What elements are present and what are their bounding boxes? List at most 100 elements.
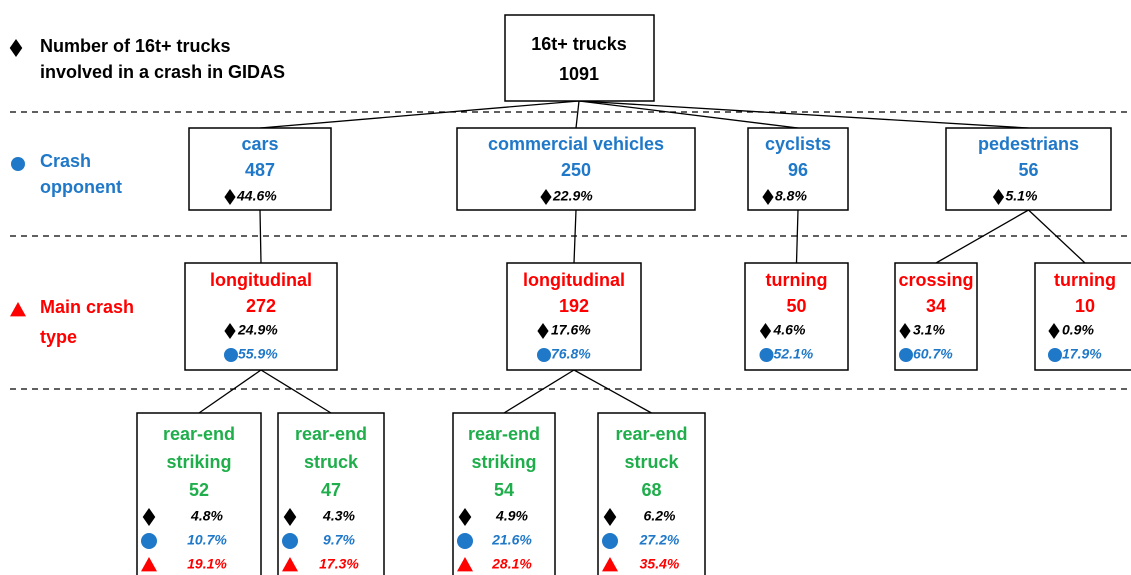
- node-box: [277, 412, 385, 575]
- circle-icon: [282, 533, 298, 549]
- diamond-icon: [899, 323, 911, 339]
- node-box: [188, 127, 332, 211]
- connector: [573, 209, 577, 264]
- label: rear-end: [468, 424, 540, 444]
- diamond-icon: [1048, 323, 1060, 339]
- connector: [260, 369, 332, 414]
- label: 52: [189, 480, 209, 500]
- label: 68: [641, 480, 661, 500]
- label: 47: [321, 480, 341, 500]
- connector: [259, 100, 580, 129]
- label: 19.1%: [187, 556, 227, 572]
- node-box: [184, 262, 338, 371]
- triangle-icon: [10, 302, 26, 317]
- label: 28.1%: [491, 556, 532, 572]
- label: opponent: [40, 177, 122, 197]
- label: cars: [241, 134, 278, 154]
- label: 54: [494, 480, 514, 500]
- label: longitudinal: [210, 270, 312, 290]
- label: 24.9%: [237, 322, 278, 338]
- connector: [795, 209, 799, 264]
- triangle-icon: [457, 557, 473, 572]
- label: striking: [471, 452, 536, 472]
- label: 17.6%: [551, 322, 591, 338]
- label: 76.8%: [551, 346, 591, 362]
- label: involved in a crash in GIDAS: [40, 62, 285, 82]
- label: 5.1%: [1006, 188, 1038, 204]
- label: 52.1%: [774, 346, 814, 362]
- circle-icon: [899, 348, 913, 362]
- label: Number of 16t+ trucks: [40, 36, 231, 56]
- connector: [503, 369, 575, 414]
- diamond-icon: [540, 189, 552, 205]
- label: commercial vehicles: [488, 134, 664, 154]
- connector: [578, 100, 799, 129]
- node-box: [504, 14, 655, 102]
- label: 9.7%: [323, 532, 355, 548]
- label: 4.8%: [190, 508, 223, 524]
- circle-icon: [457, 533, 473, 549]
- connector: [259, 209, 262, 264]
- label: 50: [786, 296, 806, 316]
- node-box: [597, 412, 706, 575]
- label: 22.9%: [552, 188, 593, 204]
- circle-icon: [11, 157, 25, 171]
- label: crossing: [898, 270, 973, 290]
- label: 96: [788, 160, 808, 180]
- label: 6.2%: [644, 508, 676, 524]
- label: 56: [1018, 160, 1038, 180]
- label: rear-end: [615, 424, 687, 444]
- label: 4.9%: [495, 508, 528, 524]
- diamond-icon: [537, 323, 549, 339]
- label: pedestrians: [978, 134, 1079, 154]
- label: 0.9%: [1062, 322, 1094, 338]
- connector: [578, 100, 1029, 129]
- circle-icon: [537, 348, 551, 362]
- diamond-icon: [759, 323, 772, 339]
- label: struck: [304, 452, 359, 472]
- label: turning: [1054, 270, 1116, 290]
- diamond-icon: [142, 508, 156, 526]
- label: type: [40, 327, 77, 347]
- label: rear-end: [295, 424, 367, 444]
- label: 4.3%: [322, 508, 355, 524]
- label: striking: [166, 452, 231, 472]
- node-box: [136, 412, 262, 575]
- label: 35.4%: [640, 556, 680, 572]
- connector: [198, 369, 262, 414]
- diamond-icon: [9, 39, 23, 57]
- connector: [575, 100, 580, 129]
- label: 44.6%: [236, 188, 277, 204]
- label: 27.2%: [639, 532, 680, 548]
- circle-icon: [1048, 348, 1062, 362]
- triangle-icon: [282, 557, 298, 572]
- label: cyclists: [765, 134, 831, 154]
- diamond-icon: [992, 189, 1005, 205]
- node-box: [945, 127, 1112, 211]
- circle-icon: [759, 348, 774, 362]
- label: 55.9%: [238, 346, 278, 362]
- label: 17.3%: [319, 556, 359, 572]
- connector: [573, 369, 652, 414]
- node-box: [456, 127, 696, 211]
- triangle-icon: [141, 557, 157, 572]
- label: 1091: [559, 64, 599, 84]
- diamond-icon: [458, 508, 472, 526]
- diamond-icon: [224, 189, 236, 205]
- connector: [935, 209, 1029, 264]
- diamond-icon: [762, 189, 774, 205]
- label: 16t+ trucks: [531, 34, 627, 54]
- label: Main crash: [40, 297, 134, 317]
- diamond-icon: [603, 508, 617, 526]
- label: rear-end: [163, 424, 235, 444]
- label: turning: [766, 270, 828, 290]
- node-box: [506, 262, 642, 371]
- circle-icon: [141, 533, 157, 549]
- diamond-icon: [283, 508, 297, 526]
- label: 250: [561, 160, 591, 180]
- label: 17.9%: [1062, 346, 1102, 362]
- label: 10: [1075, 296, 1095, 316]
- label: 4.6%: [773, 322, 806, 338]
- label: 34: [926, 296, 946, 316]
